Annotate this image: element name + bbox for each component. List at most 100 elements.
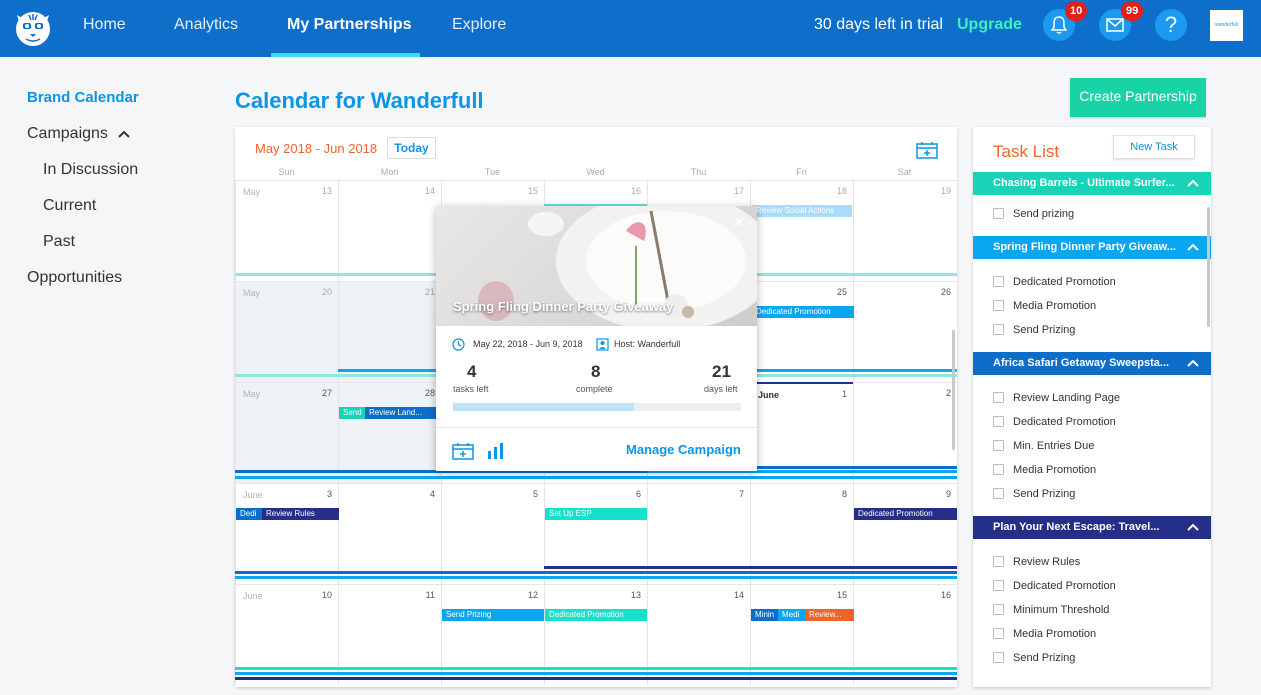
task-checkbox[interactable]	[993, 392, 1004, 403]
calendar-day[interactable]: 6	[544, 483, 647, 584]
sidebar-item-in-discussion[interactable]: In Discussion	[43, 161, 139, 178]
bar-chart-icon[interactable]	[487, 442, 505, 459]
task-checkbox[interactable]	[993, 416, 1004, 427]
nav-home[interactable]: Home	[83, 16, 126, 33]
add-calendar-event-icon[interactable]	[916, 141, 938, 164]
brand-avatar[interactable]: wanderfull	[1210, 10, 1243, 41]
tiger-logo-icon[interactable]	[11, 5, 55, 49]
task-group-header[interactable]: Africa Safari Getaway Sweepsta...	[973, 352, 1211, 375]
divider	[436, 427, 757, 428]
today-button[interactable]: Today	[387, 137, 436, 159]
nav-explore[interactable]: Explore	[452, 16, 507, 33]
close-icon[interactable]: ×	[734, 212, 745, 232]
calendar-event[interactable]: Dedi	[236, 508, 266, 520]
calendar-day[interactable]: 13	[544, 584, 647, 685]
calendar-day[interactable]: May 20	[235, 281, 338, 382]
new-task-button[interactable]: New Task	[1113, 135, 1195, 159]
days-left-label: days left	[704, 384, 738, 394]
calendar-day[interactable]: 12	[441, 584, 544, 685]
calendar-day[interactable]: 21	[338, 281, 441, 382]
calendar-event[interactable]: Review Land...	[365, 407, 441, 419]
calendar-day[interactable]: 5	[441, 483, 544, 584]
host-label: Host:	[614, 339, 636, 349]
campaign-bar	[647, 466, 957, 469]
popup-title: Spring Fling Dinner Party Giveaway	[453, 299, 674, 314]
task-list-scrollbar[interactable]	[1207, 207, 1210, 327]
sidebar-item-brand-calendar[interactable]: Brand Calendar	[27, 89, 139, 106]
campaign-bar	[235, 672, 957, 675]
calendar-event[interactable]: Dedicated Promotion	[545, 609, 647, 621]
sidebar-item-opportunities[interactable]: Opportunities	[27, 269, 123, 286]
envelope-icon	[1106, 18, 1124, 32]
calendar-day[interactable]: 7	[647, 483, 750, 584]
task-checkbox[interactable]	[993, 628, 1004, 639]
campaign-dates: May 22, 2018 - Jun 9, 2018	[473, 339, 583, 349]
calendar-event[interactable]: Review Rules	[262, 508, 339, 520]
task-checkbox[interactable]	[993, 652, 1004, 663]
upgrade-link[interactable]: Upgrade	[957, 16, 1022, 33]
month-label: June	[243, 591, 263, 601]
task-checkbox[interactable]	[993, 208, 1004, 219]
calendar-day[interactable]: June 10	[235, 584, 338, 685]
calendar-day[interactable]: 18	[750, 180, 853, 281]
calendar-day[interactable]: 11	[338, 584, 441, 685]
messages-button[interactable]: 99	[1099, 1, 1144, 41]
day-number: 6	[635, 489, 641, 499]
sidebar-item-past[interactable]: Past	[43, 233, 76, 250]
task-group-header[interactable]: Spring Fling Dinner Party Giveaw...	[973, 236, 1211, 259]
nav-analytics[interactable]: Analytics	[174, 16, 239, 33]
calendar-event[interactable]: Dedicated Promotion	[752, 306, 854, 318]
calendar-day[interactable]: 25	[750, 281, 853, 382]
calendar-scrollbar[interactable]	[952, 330, 955, 450]
calendar-day[interactable]: 15	[750, 584, 853, 685]
calendar-day[interactable]: 14	[647, 584, 750, 685]
nav-my-partnerships[interactable]: My Partnerships	[287, 16, 412, 33]
day-of-week-label: Sat	[897, 167, 912, 177]
task-group-header[interactable]: Chasing Barrels - Ultimate Surfer...	[973, 172, 1211, 195]
task-checkbox[interactable]	[993, 464, 1004, 475]
notifications-button[interactable]: 10	[1043, 1, 1088, 41]
chevron-up-icon	[1187, 359, 1199, 367]
calendar-event[interactable]: Medi	[778, 609, 808, 621]
calendar-event[interactable]: Review...	[805, 609, 854, 621]
day-number: 10	[321, 590, 332, 600]
calendar-day[interactable]: 26	[853, 281, 957, 382]
calendar-day[interactable]: 8	[750, 483, 853, 584]
task-checkbox[interactable]	[993, 324, 1004, 335]
manage-campaign-link[interactable]: Manage Campaign	[626, 442, 741, 457]
add-to-calendar-icon[interactable]	[452, 442, 474, 460]
calendar-event[interactable]: Set Up ESP	[545, 508, 647, 520]
calendar-day[interactable]: 28	[338, 382, 441, 483]
task-checkbox[interactable]	[993, 604, 1004, 615]
day-number: 7	[738, 489, 744, 499]
calendar-day[interactable]: 4	[338, 483, 441, 584]
month-label: June	[243, 490, 263, 500]
calendar-day[interactable]: May 27	[235, 382, 338, 483]
calendar-day[interactable]: 9	[853, 483, 957, 584]
task-checkbox[interactable]	[993, 440, 1004, 451]
task-checkbox[interactable]	[993, 556, 1004, 567]
calendar-day[interactable]: May 13	[235, 180, 338, 281]
clock-icon	[452, 338, 465, 351]
create-partnership-button[interactable]: Create Partnership	[1070, 78, 1206, 117]
calendar-event[interactable]: Send Prizing	[442, 609, 544, 621]
calendar-day[interactable]: 2	[853, 382, 957, 483]
task-group-header[interactable]: Plan Your Next Escape: Travel...	[973, 516, 1211, 539]
help-button[interactable]: ?	[1155, 9, 1187, 41]
calendar-day[interactable]: 16	[853, 584, 957, 685]
calendar-day[interactable]: 14	[338, 180, 441, 281]
calendar-event[interactable]: Review Social Actions	[752, 205, 852, 217]
task-label: Dedicated Promotion	[1013, 580, 1116, 592]
help-icon: ?	[1164, 12, 1178, 37]
task-checkbox[interactable]	[993, 276, 1004, 287]
sidebar-item-current[interactable]: Current	[43, 197, 97, 214]
calendar-day[interactable]: 19	[853, 180, 957, 281]
sidebar-item-campaigns[interactable]: Campaigns	[27, 125, 131, 143]
task-checkbox[interactable]	[993, 300, 1004, 311]
calendar-event[interactable]: Minin	[751, 609, 781, 621]
calendar-event[interactable]: Dedicated Promotion	[854, 508, 957, 520]
task-checkbox[interactable]	[993, 580, 1004, 591]
day-number: 21	[424, 287, 435, 297]
calendar-day[interactable]: June 3	[235, 483, 338, 584]
task-checkbox[interactable]	[993, 488, 1004, 499]
